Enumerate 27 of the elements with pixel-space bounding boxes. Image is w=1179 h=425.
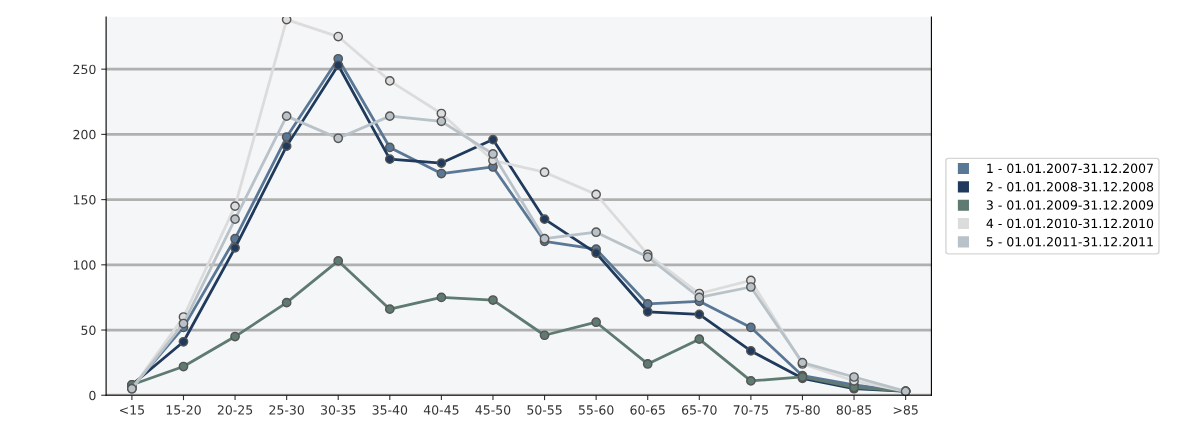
y-tick-label: 200 [73,129,96,140]
x-tick-label: 65-70 [682,405,717,415]
legend-label: 4 - 01.01.2010-31.12.2010 [986,218,1154,229]
legend-label: 3 - 01.01.2009-31.12.2009 [986,200,1154,210]
y-tick-label: 0 [89,390,96,401]
x-tick-label: 75-80 [785,405,820,415]
legend-label: 5 - 01.01.2011-31.12.2011 [986,236,1153,247]
x-tick-label: <15 [120,405,144,415]
legend-label: 1 - 01.01.2007-31.12.2007 [987,163,1153,174]
x-tick-label: 35-40 [372,405,408,415]
x-tick-label: 70-75 [733,405,768,415]
x-tick-label: 50-55 [527,405,562,415]
x-tick-label: 60-65 [630,405,665,415]
x-tick-label: 55-60 [578,405,614,415]
x-tick-label: 45-50 [475,405,511,415]
y-tick-label: 100 [73,260,96,270]
x-tick-label: 20-25 [217,405,253,415]
y-tick-label: 50 [81,325,96,335]
y-tick-label: 150 [73,195,96,205]
legend-label: 2 - 01.01.2008-31.12.2008 [986,181,1154,192]
x-tick-label: 80-85 [836,405,872,415]
x-tick-label: 25-30 [269,405,304,415]
x-tick-label: 40-45 [423,405,459,415]
y-tick-label: 250 [73,64,96,75]
x-tick-label: >85 [893,405,918,415]
x-tick-label: 30-35 [321,405,356,415]
x-tick-label: 15-20 [166,405,201,415]
